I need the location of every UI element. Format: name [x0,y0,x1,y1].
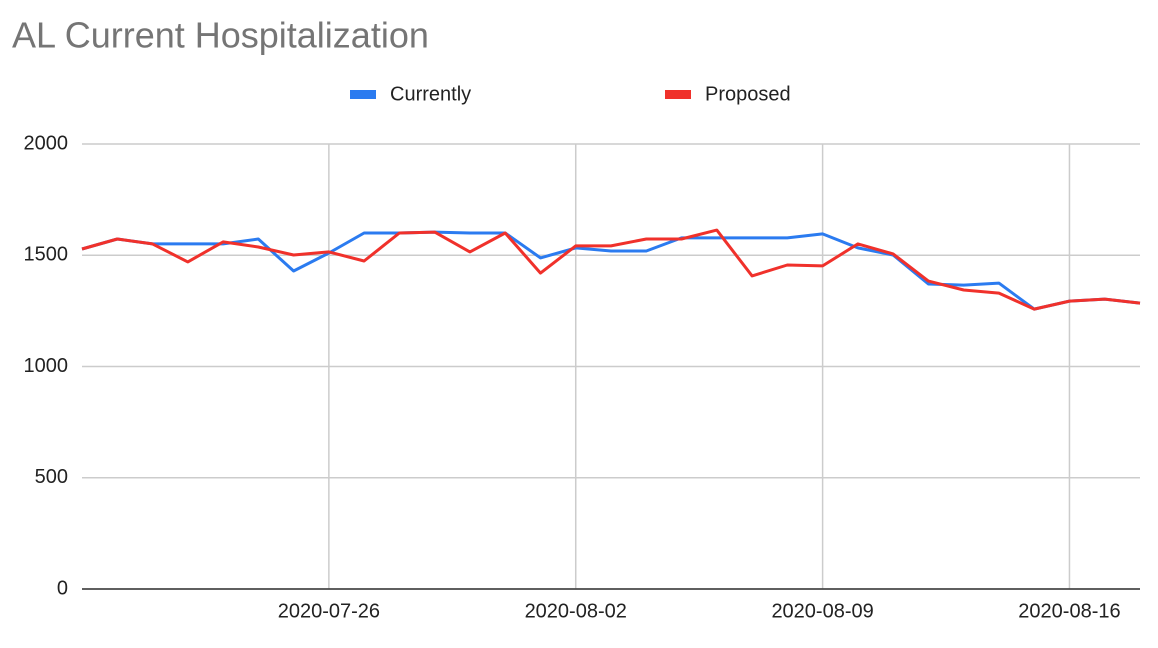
y-tick-label: 0 [57,577,68,599]
x-tick-label: 2020-08-16 [1018,600,1120,622]
legend-label: Proposed [705,83,791,105]
x-tick-label: 2020-08-09 [771,600,873,622]
chart-title: AL Current Hospitalization [12,15,429,56]
legend-label: Currently [390,83,471,105]
line [81,228,1141,311]
legend-swatch [665,90,691,99]
legend-swatch [350,90,376,99]
y-tick-label: 1000 [24,355,69,377]
y-tick-label: 500 [35,466,68,488]
line [81,230,1141,311]
x-tick-label: 2020-07-26 [278,600,380,622]
x-tick-label: 2020-08-02 [525,600,627,622]
y-tick-label: 1500 [24,244,69,266]
y-tick-label: 2000 [24,132,69,154]
